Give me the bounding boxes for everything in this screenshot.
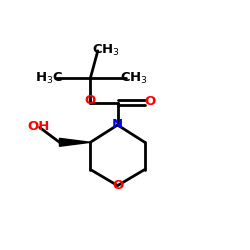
Text: H$_3$C: H$_3$C	[35, 70, 63, 86]
Text: O: O	[85, 94, 96, 107]
Text: OH: OH	[27, 120, 50, 134]
Text: CH$_3$: CH$_3$	[120, 70, 148, 86]
Polygon shape	[60, 138, 90, 146]
Text: CH$_3$: CH$_3$	[92, 42, 120, 58]
Text: O: O	[112, 179, 123, 192]
Text: O: O	[144, 95, 155, 108]
Text: N: N	[112, 118, 123, 132]
